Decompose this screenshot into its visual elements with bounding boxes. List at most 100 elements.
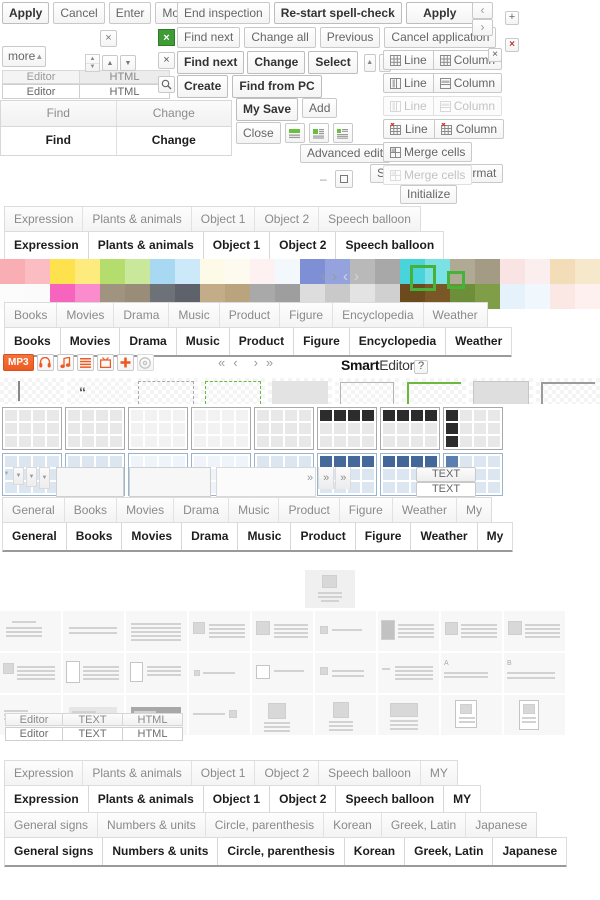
tab-expression-my-plants-animals[interactable]: Plants & animals [83,761,192,786]
tab-general-bold-my[interactable]: My [477,523,513,550]
table-style-dark-7[interactable] [443,407,503,450]
table-style-dark-6[interactable] [380,407,440,450]
insert-line-button[interactable]: Line [383,50,433,70]
tab-expression-bold-speech-balloon[interactable]: Speech balloon [336,232,444,259]
tab-general-my[interactable]: My [456,498,491,523]
list-icon-button[interactable] [76,354,94,371]
tab-general-bold-books[interactable]: Books [66,523,123,550]
green-dashed-box-shape[interactable] [201,378,265,404]
swatch-4[interactable] [100,259,125,284]
tab-category-bold-books[interactable]: Books [5,328,61,355]
delete-line-button[interactable]: Line [383,119,434,139]
swatch-11[interactable] [275,259,300,284]
expand-icon-2[interactable]: » [318,467,335,489]
swatch-0[interactable] [0,259,25,284]
swatch-9[interactable] [225,259,250,284]
tab-category-bold-drama[interactable]: Drama [120,328,177,355]
swatch-20[interactable] [500,259,525,284]
tab-category-encyclopedia[interactable]: Encyclopedia [333,303,424,328]
my-save-button[interactable]: My Save [236,98,299,121]
layout-thumb-3[interactable] [189,611,250,651]
minus-icon[interactable]: – [320,172,327,186]
caret-icon-b[interactable]: ▼ [13,467,24,485]
tab-category-product[interactable]: Product [219,303,281,328]
close-green-button[interactable]: × [158,29,175,46]
layout-thumb-featured[interactable] [305,570,355,608]
select-up-button[interactable]: ▲ [363,53,376,72]
layout-thumb-12[interactable] [189,653,250,693]
table-style-dark-2[interactable] [128,407,188,450]
layout-thumb-8[interactable] [504,611,565,651]
tab-signs-greek-latin[interactable]: Greek, Latin [381,813,467,838]
swatch-20[interactable] [500,284,525,309]
tab-general-bold-product[interactable]: Product [291,523,356,550]
tab-signs-korean[interactable]: Korean [324,813,382,838]
text-button-2[interactable]: TEXT [416,481,476,497]
close-red-button[interactable]: × [505,36,519,52]
layout-thumb-23[interactable] [315,695,376,735]
bracket-box-shape[interactable] [536,378,600,404]
field-box-3[interactable] [216,467,316,497]
swatch-8[interactable] [200,259,225,284]
end-inspection-button[interactable]: End inspection [177,2,270,24]
tab-expression-my-expression[interactable]: Expression [5,761,84,786]
swatch-prev-icon[interactable]: ‹ [321,268,326,285]
cancel-button[interactable]: Cancel [53,2,105,24]
tab-expression-my-bold-object-1[interactable]: Object 1 [203,786,271,813]
eth-text-1[interactable]: TEXT [63,713,123,726]
tab-expression-object-2[interactable]: Object 2 [255,207,320,232]
select-button-bold[interactable]: Select [308,51,358,74]
stepper-down-button[interactable]: ▼ [120,55,136,71]
tab-expression-my-bold-my[interactable]: MY [444,786,481,813]
swatch-3[interactable] [75,259,100,284]
layout-thumb-0[interactable] [0,611,61,651]
align-left-icon-button[interactable] [284,123,305,143]
change-button-bold[interactable]: Change [247,51,306,74]
initialize-button[interactable]: Initialize [400,185,458,204]
eth-html-1[interactable]: HTML [123,713,183,726]
eth-editor-2[interactable]: Editor [5,727,63,741]
music-note-icon-button[interactable] [56,354,74,371]
layout-thumb-10[interactable] [63,653,124,693]
tab-signs-numbers-units[interactable]: Numbers & units [98,813,206,838]
corner-box-shape[interactable] [335,378,399,404]
selected-color-box-small[interactable] [447,271,465,289]
table-style-dark-5[interactable] [317,407,377,450]
pager-next-icon[interactable]: › [253,355,258,370]
editor-tab-2[interactable]: Editor [2,84,80,99]
tab-general-music[interactable]: Music [229,498,280,523]
mp3-button[interactable]: MP3 [3,354,34,371]
swatch-19[interactable] [475,259,500,284]
layout-thumb-14[interactable] [315,653,376,693]
split-column-button[interactable]: Column [432,73,503,93]
tab-category-drama[interactable]: Drama [114,303,170,328]
layout-thumb-17[interactable]: B [504,653,565,693]
spinner-updown[interactable]: ▲ ▼ [85,54,100,72]
caret-icon-c[interactable]: ▼ [26,467,37,487]
apply-button[interactable]: Apply [2,2,50,24]
layout-thumb-9[interactable] [0,653,61,693]
layout-thumb-16[interactable]: A [441,653,502,693]
tab-expression-my-object-1[interactable]: Object 1 [191,761,256,786]
layout-thumb-4[interactable] [252,611,313,651]
tab-expression-speech-balloon[interactable]: Speech balloon [319,207,420,232]
swatch-6[interactable] [150,259,175,284]
pager-first-icon[interactable]: « [218,355,226,370]
search-button[interactable] [158,76,175,93]
delete-column-button[interactable]: Column [433,119,505,139]
tab-expression-bold-plants-animals[interactable]: Plants & animals [88,232,204,259]
swatch-22[interactable] [550,259,575,284]
tab-expression-my-bold-plants-animals[interactable]: Plants & animals [88,786,204,813]
previous-button[interactable]: Previous [319,27,381,48]
next-nav-button[interactable]: › [472,19,493,36]
stepper-up-button[interactable]: ▲ [102,55,118,71]
tab-signs-general-signs[interactable]: General signs [5,813,99,838]
swatch-5[interactable] [125,259,150,284]
tab-category-weather[interactable]: Weather [423,303,487,328]
swatch-10[interactable] [250,259,275,284]
dashed-box-shape[interactable] [134,378,198,404]
restore-window-button[interactable] [334,170,353,188]
tab-signs-bold-circle-parenthesis[interactable]: Circle, parenthesis [218,838,345,865]
tab-category-books[interactable]: Books [5,303,58,328]
change-all-button[interactable]: Change all [244,27,316,48]
